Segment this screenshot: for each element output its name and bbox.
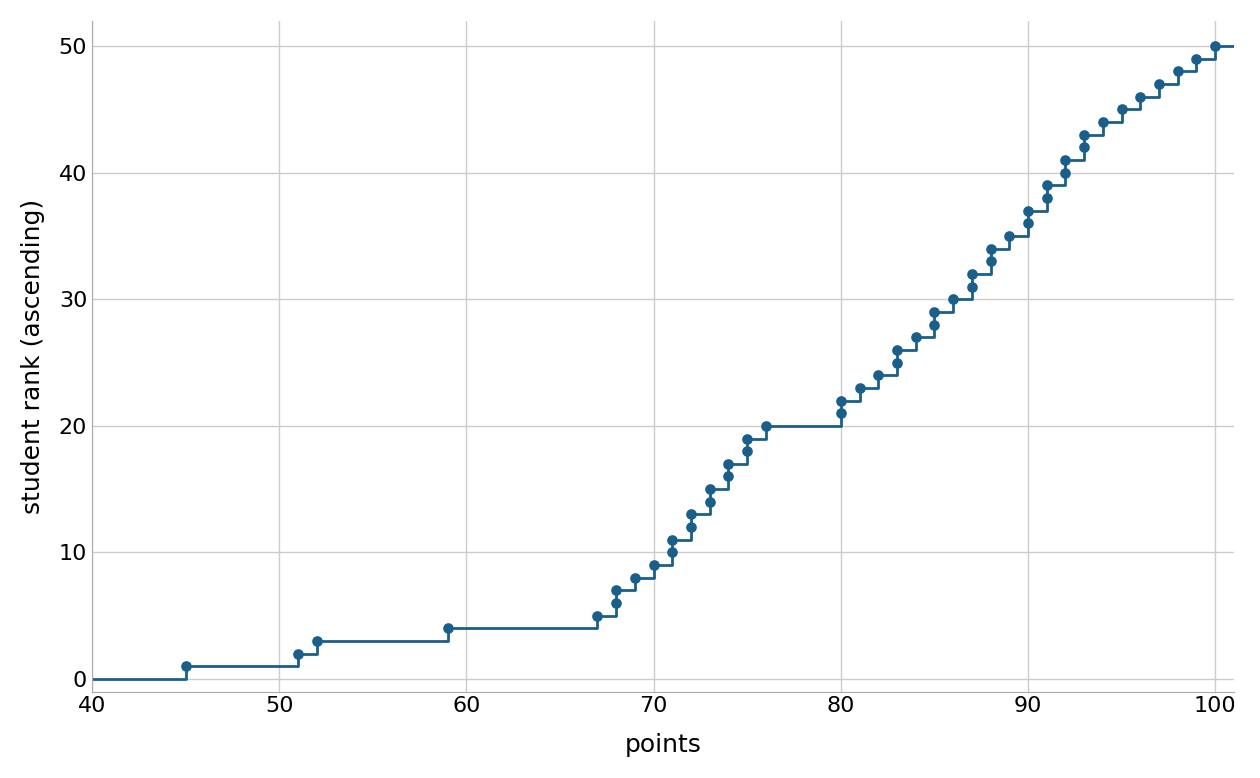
Point [1111, 103, 1131, 116]
Point [699, 483, 719, 496]
Point [925, 318, 945, 331]
Point [1018, 217, 1038, 230]
Point [961, 280, 982, 293]
Point [644, 559, 664, 571]
Point [175, 660, 195, 672]
Point [1092, 116, 1113, 128]
Point [1205, 40, 1225, 52]
Point [663, 546, 683, 559]
Point [756, 419, 776, 432]
Point [1056, 154, 1076, 166]
Point [663, 534, 683, 546]
Point [980, 243, 1000, 255]
Point [868, 369, 888, 381]
Point [1168, 65, 1188, 78]
Point [999, 230, 1019, 242]
Point [961, 268, 982, 280]
Point [925, 306, 945, 318]
Point [1149, 78, 1169, 90]
Point [306, 635, 326, 647]
Point [1037, 179, 1057, 191]
Point [606, 597, 626, 609]
Point [980, 255, 1000, 268]
Point [887, 344, 907, 356]
Point [699, 496, 719, 508]
Point [680, 508, 701, 520]
Point [737, 433, 757, 445]
Point [830, 394, 850, 407]
Point [1056, 166, 1076, 179]
Point [718, 457, 738, 470]
Point [606, 584, 626, 597]
Point [1018, 205, 1038, 217]
Point [718, 470, 738, 482]
Point [906, 331, 926, 343]
Y-axis label: student rank (ascending): student rank (ascending) [21, 198, 45, 513]
Point [587, 609, 607, 622]
Point [737, 445, 757, 457]
Point [1130, 90, 1150, 103]
Point [849, 382, 869, 394]
X-axis label: points: points [625, 733, 702, 757]
Point [680, 521, 701, 534]
Point [625, 572, 645, 584]
Point [887, 356, 907, 369]
Point [287, 647, 307, 660]
Point [830, 407, 850, 419]
Point [942, 293, 963, 306]
Point [1074, 128, 1094, 141]
Point [1074, 141, 1094, 153]
Point [437, 622, 457, 635]
Point [1187, 53, 1207, 65]
Point [1037, 192, 1057, 205]
